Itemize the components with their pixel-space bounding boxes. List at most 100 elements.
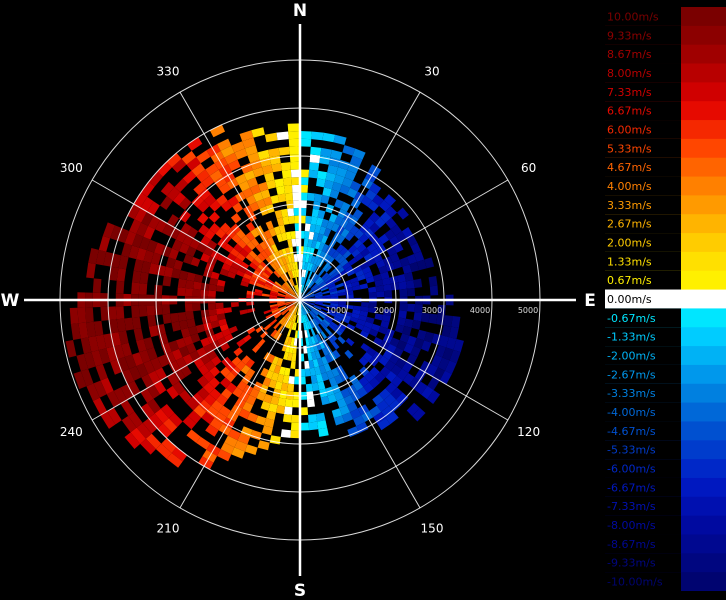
- velocity-cell: [295, 277, 298, 285]
- velocity-cell: [207, 290, 216, 298]
- velocity-cell: [313, 275, 320, 283]
- velocity-cell: [383, 308, 392, 317]
- colorbar-label: 3.33m/s: [607, 199, 652, 212]
- velocity-cell: [271, 372, 279, 382]
- velocity-cell: [322, 294, 331, 298]
- velocity-cell: [209, 222, 221, 234]
- velocity-cell: [77, 307, 87, 324]
- velocity-cell: [311, 284, 319, 291]
- velocity-cell: [285, 311, 291, 319]
- velocity-cell: [259, 241, 268, 251]
- velocity-cell: [313, 317, 320, 325]
- velocity-cell: [290, 287, 296, 295]
- velocity-cell: [316, 233, 324, 243]
- velocity-cell: [292, 261, 296, 270]
- velocity-cell: [290, 169, 300, 178]
- velocity-cell: [316, 412, 326, 422]
- velocity-cell: [257, 264, 266, 272]
- velocity-cell: [162, 313, 172, 325]
- velocity-cell: [277, 267, 284, 276]
- velocity-cell: [421, 340, 432, 352]
- velocity-cell: [245, 394, 257, 406]
- velocity-cell: [285, 293, 294, 298]
- velocity-cell: [289, 146, 300, 155]
- colorbar-label: 2.67m/s: [607, 218, 652, 231]
- velocity-cell: [140, 403, 155, 419]
- velocity-cell: [121, 415, 137, 433]
- velocity-cell: [217, 449, 232, 462]
- velocity-cell: [375, 259, 386, 269]
- velocity-cell: [303, 314, 307, 323]
- velocity-cell: [205, 424, 219, 437]
- velocity-cell: [334, 314, 343, 321]
- velocity-cell: [246, 412, 258, 423]
- velocity-cell: [211, 400, 224, 412]
- velocity-cell: [338, 269, 347, 277]
- velocity-cell: [263, 196, 273, 207]
- velocity-cell: [320, 286, 329, 292]
- velocity-cell: [398, 281, 407, 290]
- velocity-cell: [352, 208, 364, 220]
- velocity-cell: [235, 173, 247, 185]
- velocity-cell: [318, 250, 326, 260]
- velocity-cell: [310, 283, 318, 290]
- velocity-cell: [251, 273, 261, 280]
- colorbar-label: 9.33m/s: [607, 29, 652, 42]
- velocity-cell: [220, 222, 231, 234]
- velocity-cell: [260, 189, 271, 199]
- velocity-cell: [389, 252, 400, 263]
- velocity-cell: [385, 370, 397, 383]
- velocity-cell: [209, 388, 222, 401]
- velocity-cell: [277, 324, 284, 333]
- velocity-cell: [219, 323, 229, 332]
- velocity-cell: [293, 207, 300, 216]
- velocity-cell: [293, 254, 298, 262]
- velocity-cell: [282, 414, 292, 423]
- velocity-cell: [198, 364, 210, 376]
- velocity-cell: [330, 301, 339, 305]
- velocity-cell: [117, 228, 130, 244]
- velocity-cell: [288, 288, 295, 295]
- velocity-cell: [118, 330, 129, 345]
- velocity-cell: [322, 296, 331, 300]
- velocity-cell: [356, 386, 368, 398]
- velocity-cell: [312, 264, 319, 273]
- velocity-cell: [230, 302, 239, 308]
- velocity-cell: [216, 279, 226, 287]
- velocity-cell: [361, 302, 370, 308]
- velocity-cell: [319, 310, 328, 316]
- velocity-cell: [319, 282, 327, 289]
- velocity-cell: [289, 305, 296, 312]
- velocity-cell: [328, 323, 337, 331]
- velocity-cell: [257, 440, 270, 451]
- velocity-cell: [146, 347, 158, 361]
- colorbar-label-bg: [605, 138, 681, 159]
- velocity-cell: [327, 393, 337, 404]
- velocity-cell: [116, 267, 127, 282]
- colorbar-label: 5.33m/s: [607, 142, 652, 155]
- velocity-cell: [210, 355, 222, 367]
- velocity-cell: [218, 318, 227, 327]
- velocity-cell: [136, 363, 149, 378]
- velocity-cell: [351, 313, 360, 319]
- velocity-cell: [170, 312, 179, 323]
- velocity-cell: [406, 234, 418, 247]
- velocity-cell: [328, 309, 337, 315]
- velocity-cell: [321, 235, 329, 244]
- velocity-cell: [404, 318, 414, 328]
- velocity-cell: [287, 123, 300, 132]
- velocity-cell: [332, 349, 341, 359]
- velocity-cell: [413, 278, 423, 288]
- velocity-cell: [342, 412, 354, 423]
- velocity-cell: [438, 357, 450, 371]
- angle-labels: 30 60 120 150 210 240 300 330: [60, 64, 540, 535]
- velocity-cell: [290, 254, 295, 263]
- velocity-cell: [86, 321, 96, 338]
- velocity-cell: [242, 187, 254, 199]
- velocity-cell: [127, 204, 141, 220]
- velocity-cell: [314, 316, 322, 324]
- velocity-cell: [263, 247, 272, 257]
- velocity-cell: [271, 243, 279, 253]
- velocity-cell: [361, 195, 373, 207]
- velocity-cell: [224, 257, 234, 267]
